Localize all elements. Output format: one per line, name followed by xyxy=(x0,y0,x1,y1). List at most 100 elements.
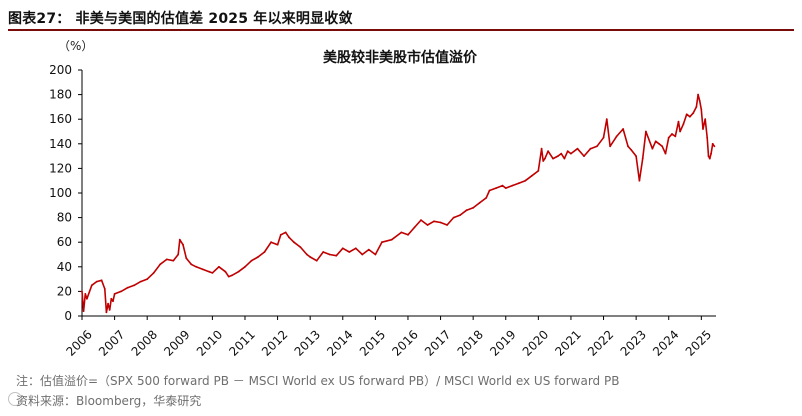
data-point xyxy=(218,265,220,268)
data-point xyxy=(495,187,497,190)
data-point xyxy=(658,142,660,145)
y-axis-ticks: 0 20 40 60 80 100 120 140 160 180 200 xyxy=(49,63,82,323)
data-point xyxy=(583,155,585,157)
x-tick-label: 2017 xyxy=(422,327,453,358)
data-point xyxy=(322,251,325,253)
y-tick-label: 160 xyxy=(49,112,72,126)
data-point xyxy=(354,247,357,250)
data-point xyxy=(84,293,87,295)
data-point xyxy=(190,263,193,266)
data-point xyxy=(328,253,331,256)
data-point xyxy=(227,275,230,278)
y-tick-label: 60 xyxy=(57,235,72,249)
data-point xyxy=(172,259,175,262)
data-point xyxy=(250,259,253,262)
y-tick-label: 140 xyxy=(49,137,72,151)
data-point xyxy=(698,99,701,102)
data-point xyxy=(224,270,227,273)
data-point xyxy=(570,152,572,155)
data-point xyxy=(231,274,233,277)
data-point xyxy=(530,174,533,177)
data-point xyxy=(105,311,108,314)
data-point xyxy=(504,187,507,190)
data-point xyxy=(90,284,93,287)
data-point xyxy=(674,135,677,138)
data-point xyxy=(177,253,180,256)
y-axis-unit-label: （%） xyxy=(58,39,93,53)
title-rule xyxy=(8,29,794,31)
data-point xyxy=(178,238,181,241)
watermark-icon xyxy=(8,392,22,406)
data-point xyxy=(677,120,680,123)
y-tick-label: 100 xyxy=(49,186,72,200)
series-line-premium xyxy=(81,93,716,314)
data-point xyxy=(374,253,377,256)
data-point xyxy=(237,270,240,273)
axes xyxy=(81,70,716,317)
data-point xyxy=(341,247,344,250)
data-point xyxy=(540,147,543,150)
data-point xyxy=(488,189,491,192)
data-point xyxy=(103,288,106,290)
x-tick-label: 2008 xyxy=(129,327,160,358)
data-point xyxy=(695,106,698,108)
y-tick-label: 20 xyxy=(57,284,72,298)
data-point xyxy=(400,231,403,234)
data-point xyxy=(112,300,114,303)
x-tick-label: 2023 xyxy=(618,327,649,358)
data-point xyxy=(627,145,629,148)
data-point xyxy=(110,297,113,300)
data-point xyxy=(315,259,318,262)
data-point xyxy=(547,150,549,153)
data-point xyxy=(81,290,83,293)
data-point xyxy=(651,147,654,150)
data-point xyxy=(95,280,98,283)
x-tick-label: 2012 xyxy=(259,327,290,358)
data-point xyxy=(86,297,88,300)
data-point xyxy=(82,310,85,312)
chart-title: 美股较非美股市估值溢价 xyxy=(323,49,478,66)
chart-source: 资料来源：Bloomberg，华泰研究 xyxy=(16,394,202,408)
premium-line-chart: 美股较非美股市估值溢价 （%） 0 20 40 60 80 100 120 140 160 180… xyxy=(49,39,716,359)
data-point xyxy=(182,243,184,246)
data-point xyxy=(667,136,670,139)
x-tick-label: 2020 xyxy=(520,327,551,358)
data-point xyxy=(459,214,461,217)
x-tick-label: 2009 xyxy=(161,327,192,358)
data-point xyxy=(566,150,569,153)
data-point xyxy=(284,231,287,234)
data-point xyxy=(544,157,546,160)
data-point xyxy=(713,145,716,148)
data-point xyxy=(524,179,527,182)
data-point xyxy=(433,220,435,223)
data-point xyxy=(711,142,714,145)
data-point xyxy=(108,309,111,311)
data-point xyxy=(704,118,707,121)
y-tick-label: 0 xyxy=(64,309,72,323)
data-point xyxy=(707,155,710,157)
x-tick-label: 2007 xyxy=(96,327,127,358)
data-point xyxy=(211,272,214,274)
y-tick-label: 40 xyxy=(57,260,72,274)
data-point xyxy=(589,147,592,150)
data-point xyxy=(309,256,312,258)
data-point xyxy=(335,254,338,257)
data-point xyxy=(195,265,198,268)
data-point xyxy=(682,123,685,125)
y-tick-label: 180 xyxy=(49,88,72,102)
data-point xyxy=(602,136,605,139)
data-point xyxy=(635,155,637,157)
data-point xyxy=(645,130,647,133)
data-point xyxy=(439,221,442,224)
data-point xyxy=(201,268,204,271)
data-point xyxy=(560,152,563,155)
data-point xyxy=(679,130,681,133)
data-point xyxy=(638,179,641,182)
data-point xyxy=(100,279,103,282)
x-tick-label: 2016 xyxy=(389,327,420,358)
data-point xyxy=(605,118,608,121)
data-point xyxy=(263,251,266,253)
data-point xyxy=(692,112,695,114)
data-point xyxy=(609,145,611,148)
x-tick-label: 2013 xyxy=(292,327,323,358)
